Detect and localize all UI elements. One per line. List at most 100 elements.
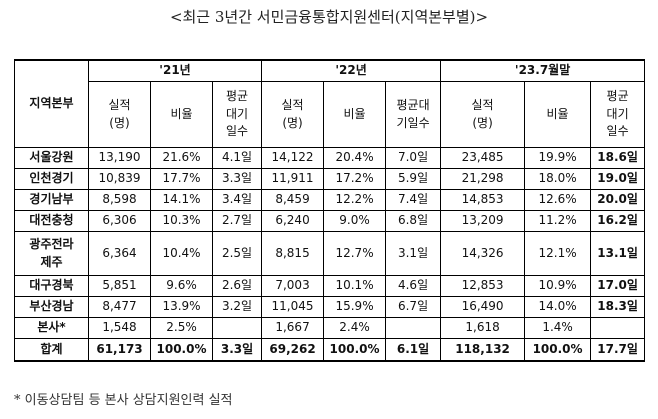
count-header: 실적 (명) bbox=[88, 81, 151, 148]
wait-days-cell: 2.5일 bbox=[211, 231, 263, 276]
count-cell: 8,477 bbox=[88, 296, 151, 318]
count-cell: 6,364 bbox=[88, 231, 151, 276]
table-row: 대전충청 6,306 10.3% 2.7일 6,240 9.0% 6.8일 13,209 11.… bbox=[14, 210, 646, 232]
count-cell: 14,853 bbox=[440, 189, 526, 211]
region-name: 대전충청 bbox=[14, 210, 89, 232]
region-name: 합계 bbox=[14, 338, 89, 362]
footnote: * 이동상담팀 등 본사 상담지원인력 실적 bbox=[14, 393, 233, 408]
wait-days-cell: 7.0일 bbox=[385, 147, 442, 169]
region-stats-table: 지역본부 '21년 '22년 '23.7월말 실적 (명) 비율 평균 대기 일수 실… bbox=[14, 59, 646, 362]
ratio-cell: 12.6% bbox=[524, 189, 592, 211]
table-title: <최근 3년간 서민금융통합지원센터(지역본부별)> bbox=[169, 8, 489, 26]
ratio-cell: 1.4% bbox=[524, 317, 592, 339]
ratio-cell: 100.0% bbox=[524, 338, 592, 362]
year-header-23: '23.7월말 bbox=[440, 59, 646, 82]
wait-days-cell: 19.0일 bbox=[590, 168, 646, 190]
wait-days-cell: 3.1일 bbox=[385, 231, 442, 276]
table-row: 본사* 1,548 2.5% 1,667 2.4% 1,618 1.4% bbox=[14, 317, 646, 339]
region-name: 부산경남 bbox=[14, 296, 89, 318]
ratio-cell: 12.1% bbox=[524, 231, 592, 276]
ratio-cell: 15.9% bbox=[323, 296, 387, 318]
wait-days-cell bbox=[385, 317, 442, 339]
region-name: 본사* bbox=[14, 317, 89, 339]
wait-days-cell: 17.0일 bbox=[590, 275, 646, 297]
ratio-cell: 21.6% bbox=[150, 147, 213, 169]
wait-days-cell: 3.4일 bbox=[211, 189, 263, 211]
ratio-cell: 13.9% bbox=[150, 296, 213, 318]
region-name: 서울강원 bbox=[14, 147, 89, 169]
wait-days-cell: 3.2일 bbox=[211, 296, 263, 318]
ratio-cell: 14.1% bbox=[150, 189, 213, 211]
wait-days-cell: 18.3일 bbox=[590, 296, 646, 318]
wait-days-cell: 18.6일 bbox=[590, 147, 646, 169]
count-cell: 1,618 bbox=[440, 317, 526, 339]
ratio-header: 비율 bbox=[524, 81, 592, 148]
ratio-cell: 11.2% bbox=[524, 210, 592, 232]
ratio-cell: 12.2% bbox=[323, 189, 387, 211]
ratio-cell: 2.4% bbox=[323, 317, 387, 339]
wait-days-cell: 6.8일 bbox=[385, 210, 442, 232]
wait-days-cell bbox=[211, 317, 263, 339]
total-row: 합계 61,173 100.0% 3.3일 69,262 100.0% 6.1일 118,13… bbox=[14, 338, 646, 362]
wait-days-cell: 2.6일 bbox=[211, 275, 263, 297]
ratio-cell: 10.3% bbox=[150, 210, 213, 232]
wait-days-cell: 6.1일 bbox=[385, 338, 442, 362]
ratio-cell: 9.0% bbox=[323, 210, 387, 232]
count-cell: 8,815 bbox=[261, 231, 325, 276]
table-row: 인천경기 10,839 17.7% 3.3일 11,911 17.2% 5.9일 21,298… bbox=[14, 168, 646, 190]
wait-days-cell: 17.7일 bbox=[590, 338, 646, 362]
ratio-cell: 17.7% bbox=[150, 168, 213, 190]
count-cell: 1,667 bbox=[261, 317, 325, 339]
count-cell: 12,853 bbox=[440, 275, 526, 297]
count-cell: 61,173 bbox=[88, 338, 151, 362]
ratio-cell: 100.0% bbox=[150, 338, 213, 362]
ratio-cell: 10.4% bbox=[150, 231, 213, 276]
wait-days-cell: 4.1일 bbox=[211, 147, 263, 169]
ratio-header: 비율 bbox=[323, 81, 387, 148]
ratio-cell: 10.9% bbox=[524, 275, 592, 297]
count-cell: 11,045 bbox=[261, 296, 325, 318]
table-row: 경기남부 8,598 14.1% 3.4일 8,459 12.2% 7.4일 14,853 12… bbox=[14, 189, 646, 211]
ratio-cell: 18.0% bbox=[524, 168, 592, 190]
table-row: 부산경남 8,477 13.9% 3.2일 11,045 15.9% 6.7일 16,490 1… bbox=[14, 296, 646, 318]
wait-days-cell: 13.1일 bbox=[590, 231, 646, 276]
table-row: 광주전라 제주 6,364 10.4% 2.5일 8,815 12.7% 3.1일 14,326… bbox=[14, 231, 646, 276]
ratio-cell: 20.4% bbox=[323, 147, 387, 169]
wait-days-cell: 20.0일 bbox=[590, 189, 646, 211]
count-cell: 14,122 bbox=[261, 147, 325, 169]
count-cell: 8,598 bbox=[88, 189, 151, 211]
count-cell: 8,459 bbox=[261, 189, 325, 211]
wait-days-cell bbox=[590, 317, 646, 339]
count-cell: 16,490 bbox=[440, 296, 526, 318]
count-cell: 13,209 bbox=[440, 210, 526, 232]
ratio-cell: 19.9% bbox=[524, 147, 592, 169]
region-name: 경기남부 bbox=[14, 189, 89, 211]
count-cell: 11,911 bbox=[261, 168, 325, 190]
wait-days-cell: 5.9일 bbox=[385, 168, 442, 190]
wait-days-cell: 3.3일 bbox=[211, 338, 263, 362]
count-cell: 7,003 bbox=[261, 275, 325, 297]
count-cell: 1,548 bbox=[88, 317, 151, 339]
count-header: 실적 (명) bbox=[261, 81, 325, 148]
count-header: 실적 (명) bbox=[440, 81, 526, 148]
count-cell: 14,326 bbox=[440, 231, 526, 276]
ratio-cell: 17.2% bbox=[323, 168, 387, 190]
wait-days-cell: 4.6일 bbox=[385, 275, 442, 297]
region-name: 대구경북 bbox=[14, 275, 89, 297]
count-cell: 23,485 bbox=[440, 147, 526, 169]
wait-days-cell: 7.4일 bbox=[385, 189, 442, 211]
wait-days-cell: 2.7일 bbox=[211, 210, 263, 232]
ratio-cell: 2.5% bbox=[150, 317, 213, 339]
count-cell: 118,132 bbox=[440, 338, 526, 362]
region-name: 광주전라 제주 bbox=[14, 231, 89, 276]
ratio-cell: 9.6% bbox=[150, 275, 213, 297]
count-cell: 21,298 bbox=[440, 168, 526, 190]
wait-days-cell: 3.3일 bbox=[211, 168, 263, 190]
count-cell: 13,190 bbox=[88, 147, 151, 169]
region-header: 지역본부 bbox=[14, 59, 89, 148]
ratio-cell: 12.7% bbox=[323, 231, 387, 276]
year-header-22: '22년 bbox=[261, 59, 442, 82]
count-cell: 6,306 bbox=[88, 210, 151, 232]
